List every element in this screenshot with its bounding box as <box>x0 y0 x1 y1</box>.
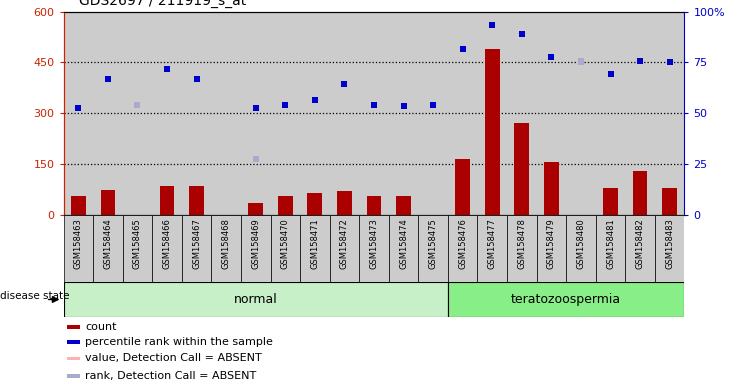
Bar <box>477 215 507 282</box>
Bar <box>418 215 448 282</box>
Bar <box>241 215 271 282</box>
Bar <box>159 186 174 215</box>
Text: percentile rank within the sample: percentile rank within the sample <box>85 337 273 348</box>
Bar <box>182 215 212 282</box>
Text: GSM158476: GSM158476 <box>459 218 468 269</box>
Text: GSM158475: GSM158475 <box>429 218 438 269</box>
Bar <box>359 12 389 215</box>
Text: GSM158479: GSM158479 <box>547 218 556 269</box>
Text: GSM158464: GSM158464 <box>103 218 112 269</box>
Bar <box>300 215 330 282</box>
Bar <box>212 215 241 282</box>
Text: GSM158483: GSM158483 <box>665 218 674 269</box>
Bar <box>67 341 79 344</box>
Text: GSM158465: GSM158465 <box>133 218 142 269</box>
Bar <box>603 188 618 215</box>
Text: GSM158467: GSM158467 <box>192 218 201 269</box>
Text: GSM158469: GSM158469 <box>251 218 260 269</box>
Text: GSM158466: GSM158466 <box>162 218 171 269</box>
Bar <box>337 191 352 215</box>
Bar <box>566 215 595 282</box>
Bar <box>153 12 182 215</box>
Bar <box>633 171 648 215</box>
Text: GSM158474: GSM158474 <box>399 218 408 269</box>
Bar <box>153 215 182 282</box>
Bar <box>485 49 500 215</box>
Bar <box>271 215 300 282</box>
Bar <box>212 12 241 215</box>
Text: GSM158471: GSM158471 <box>310 218 319 269</box>
Bar <box>271 12 300 215</box>
Text: normal: normal <box>234 293 278 306</box>
Bar <box>278 196 292 215</box>
Bar <box>477 12 507 215</box>
Bar <box>241 12 271 215</box>
Text: GSM158470: GSM158470 <box>280 218 289 269</box>
Bar <box>662 188 677 215</box>
Text: teratozoospermia: teratozoospermia <box>511 293 622 306</box>
Text: value, Detection Call = ABSENT: value, Detection Call = ABSENT <box>85 353 262 364</box>
Bar <box>566 12 595 215</box>
Text: GDS2697 / 211919_s_at: GDS2697 / 211919_s_at <box>79 0 246 8</box>
Bar <box>595 215 625 282</box>
Bar <box>94 12 123 215</box>
Bar <box>300 12 330 215</box>
Bar <box>64 12 94 215</box>
Text: count: count <box>85 322 117 332</box>
Bar <box>71 196 86 215</box>
Bar <box>123 215 153 282</box>
Bar <box>544 162 559 215</box>
Bar <box>123 12 153 215</box>
Bar <box>448 282 684 317</box>
Bar <box>625 12 654 215</box>
Bar <box>515 123 529 215</box>
Text: disease state: disease state <box>0 291 70 301</box>
Text: GSM158481: GSM158481 <box>606 218 615 269</box>
Bar <box>248 203 263 215</box>
Text: rank, Detection Call = ABSENT: rank, Detection Call = ABSENT <box>85 371 257 381</box>
Bar <box>100 190 115 215</box>
Text: GSM158472: GSM158472 <box>340 218 349 269</box>
Bar <box>389 215 418 282</box>
Text: GSM158473: GSM158473 <box>370 218 378 269</box>
Bar <box>625 215 654 282</box>
Bar <box>367 196 381 215</box>
Text: GSM158482: GSM158482 <box>636 218 645 269</box>
Bar <box>396 196 411 215</box>
Bar <box>67 357 79 360</box>
Bar <box>330 215 359 282</box>
Bar <box>595 12 625 215</box>
Bar <box>456 159 470 215</box>
Bar <box>67 325 79 329</box>
Bar <box>654 215 684 282</box>
Text: GSM158477: GSM158477 <box>488 218 497 269</box>
Text: GSM158468: GSM158468 <box>221 218 230 269</box>
Bar <box>67 374 79 378</box>
Bar <box>307 193 322 215</box>
Bar <box>536 12 566 215</box>
Bar <box>64 215 94 282</box>
Bar <box>448 12 477 215</box>
Bar <box>507 12 536 215</box>
Text: GSM158480: GSM158480 <box>577 218 586 269</box>
Bar <box>418 12 448 215</box>
Bar <box>359 215 389 282</box>
Bar <box>189 186 204 215</box>
Text: GSM158478: GSM158478 <box>518 218 527 269</box>
Bar <box>94 215 123 282</box>
Bar <box>64 282 448 317</box>
Bar <box>389 12 418 215</box>
Bar <box>654 12 684 215</box>
Bar <box>507 215 536 282</box>
Bar <box>536 215 566 282</box>
Bar <box>330 12 359 215</box>
Bar <box>182 12 212 215</box>
Bar <box>448 215 477 282</box>
Text: GSM158463: GSM158463 <box>74 218 83 269</box>
